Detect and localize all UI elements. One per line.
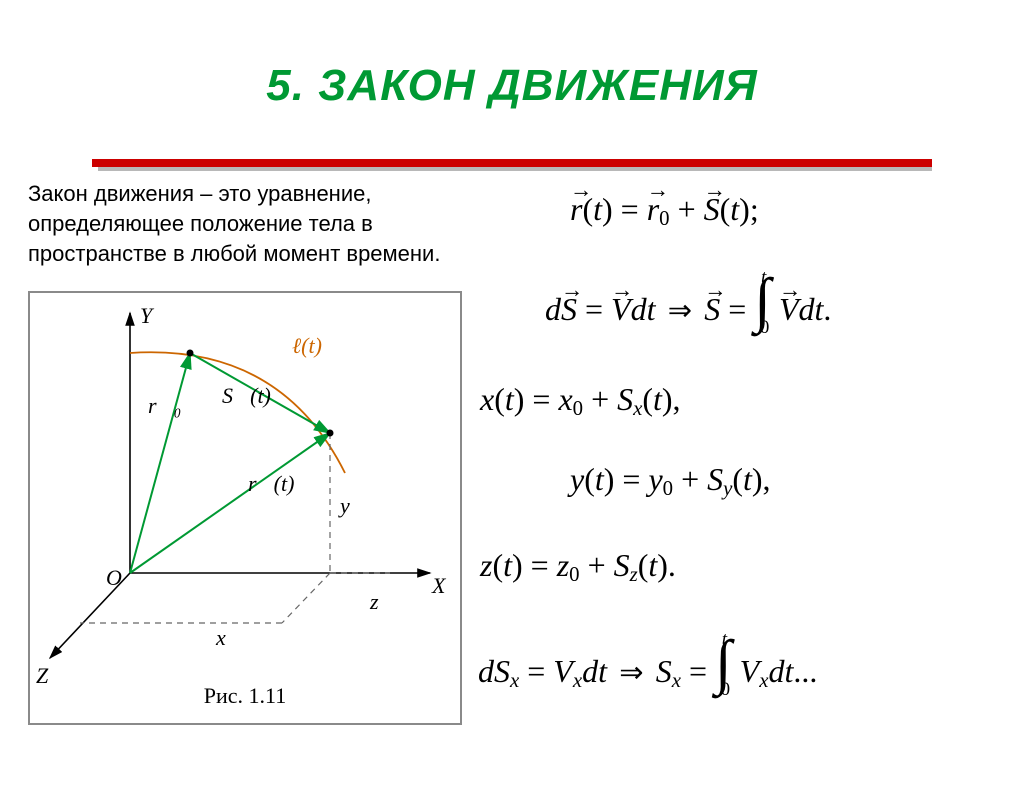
svg-text:z: z	[369, 589, 379, 614]
svg-text:r⃗₀: r⃗₀	[148, 393, 181, 418]
svg-text:r⃗(t): r⃗(t)	[248, 471, 294, 496]
figure-caption: Рис. 1.11	[204, 683, 286, 709]
svg-text:Z: Z	[36, 663, 49, 688]
equation-x-component: x(t) = x0 + Sx(t),	[480, 381, 681, 421]
svg-text:X: X	[431, 573, 447, 598]
svg-text:ℓ(t): ℓ(t)	[292, 333, 322, 358]
svg-text:S⃗(t): S⃗(t)	[222, 383, 271, 408]
equation-displacement-integral: d→S = →Vdt ⇒ →S = t ∫ 0 →Vdt.	[545, 277, 831, 328]
equation-x-integral: dSx = Vxdt ⇒ Sx = t ∫ 0 Vxdt...	[478, 639, 817, 693]
coordinate-diagram: Y X Z Oy x z r⃗₀ S⃗(t) r⃗(t) ℓ(t) Рис. 1.11	[28, 291, 462, 725]
equation-z-component: z(t) = z0 + Sz(t).	[480, 547, 676, 587]
definition-text: Закон движения – это уравнение, определя…	[28, 179, 508, 268]
svg-text:O: O	[106, 565, 122, 590]
slide-title: 5. ЗАКОН ДВИЖЕНИЯ	[0, 29, 1024, 129]
svg-text:Y: Y	[140, 303, 155, 328]
equation-r-vector: →r(t) = →r0 + →S(t);	[570, 191, 759, 231]
svg-text:y: y	[338, 493, 350, 518]
equation-y-component: y(t) = y0 + Sy(t),	[570, 461, 771, 501]
svg-text:x: x	[215, 625, 226, 650]
title-underline	[92, 159, 932, 171]
